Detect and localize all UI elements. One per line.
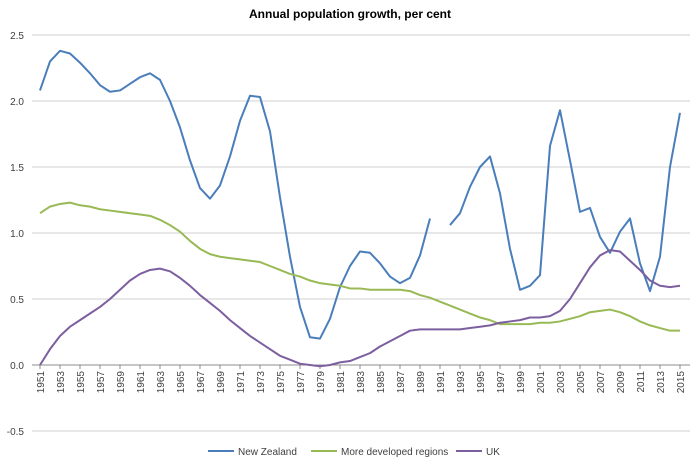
x-tick-label: 1995 bbox=[476, 371, 487, 394]
y-tick-label: 0.5 bbox=[10, 295, 24, 306]
x-tick-label: 1979 bbox=[316, 371, 327, 394]
y-tick-label: 1.0 bbox=[10, 229, 24, 240]
chart-title: Annual population growth, per cent bbox=[249, 7, 451, 21]
x-tick-label: 1969 bbox=[216, 371, 227, 394]
x-tick-label: 2005 bbox=[576, 371, 587, 394]
x-tick-label: 1959 bbox=[116, 371, 127, 394]
x-tick-label: 1987 bbox=[396, 371, 407, 394]
x-tick-label: 1981 bbox=[336, 371, 347, 394]
x-tick-label: 1951 bbox=[36, 371, 47, 394]
x-tick-label: 1999 bbox=[516, 371, 527, 394]
legend-label-new-zealand: New Zealand bbox=[238, 447, 297, 458]
x-tick-label: 1989 bbox=[416, 371, 427, 394]
y-tick-label: -0.5 bbox=[7, 427, 25, 438]
series-line-more-developed-regions bbox=[39, 201, 680, 332]
x-tick-label: 1953 bbox=[56, 371, 67, 394]
x-tick-label: 1983 bbox=[356, 371, 367, 394]
x-tick-label: 1973 bbox=[256, 371, 267, 394]
x-tick-label: 1967 bbox=[196, 371, 207, 394]
x-tick-label: 1955 bbox=[76, 371, 87, 394]
x-tick-label: 2015 bbox=[676, 371, 687, 394]
x-tick-label: 1993 bbox=[456, 371, 467, 394]
x-tick-label: 2009 bbox=[616, 371, 627, 394]
x-tick-label: 1957 bbox=[96, 371, 107, 394]
legend-label-uk: UK bbox=[486, 447, 500, 458]
x-tick-label: 1975 bbox=[276, 371, 287, 394]
series-line-uk bbox=[39, 249, 681, 368]
y-tick-label: 2.0 bbox=[10, 97, 24, 108]
x-tick-label: 2001 bbox=[536, 371, 547, 394]
x-tick-label: 1997 bbox=[496, 371, 507, 394]
x-tick-label: 1977 bbox=[296, 371, 307, 394]
x-tick-label: 1971 bbox=[236, 371, 247, 394]
x-tick-label: 2013 bbox=[656, 371, 667, 394]
x-tick-label: 1965 bbox=[176, 371, 187, 394]
x-tick-label: 2011 bbox=[636, 371, 647, 393]
x-tick-label: 1961 bbox=[136, 371, 147, 394]
x-tick-label: 2007 bbox=[596, 371, 607, 394]
series-line-new-zealand bbox=[39, 49, 681, 340]
y-tick-label: 0.0 bbox=[10, 361, 24, 372]
x-tick-label: 1963 bbox=[156, 371, 167, 394]
legend-label-more-developed-regions: More developed regions bbox=[341, 447, 448, 458]
x-tick-label: 1985 bbox=[376, 371, 387, 394]
y-tick-label: 1.5 bbox=[10, 163, 24, 174]
x-tick-label: 2003 bbox=[556, 371, 567, 394]
y-tick-label: 2.5 bbox=[10, 31, 24, 42]
x-tick-label: 1991 bbox=[436, 371, 447, 394]
